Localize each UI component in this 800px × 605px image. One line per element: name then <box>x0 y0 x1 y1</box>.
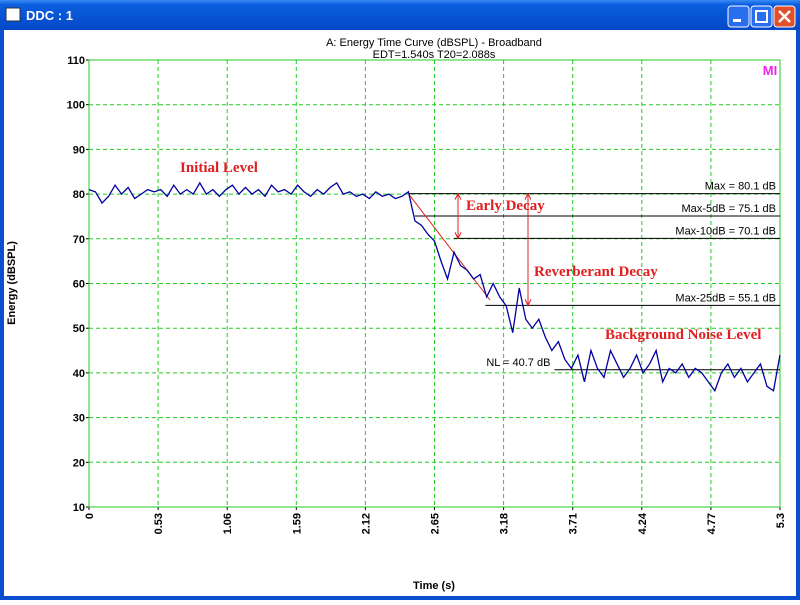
y-tick-label: 70 <box>73 234 85 246</box>
x-tick-label: 1.59 <box>291 513 303 534</box>
reference-label: Max-5dB = 75.1 dB <box>682 203 776 215</box>
minimize-icon <box>733 19 741 22</box>
maximize-icon <box>755 10 768 23</box>
y-tick-label: 60 <box>73 279 85 291</box>
maximize-button[interactable] <box>750 5 773 28</box>
annotation: Early Decay <box>466 198 545 214</box>
y-tick-label: 30 <box>73 413 85 425</box>
reference-label: NL = 40.7 dB <box>486 357 550 369</box>
plot-frame <box>88 59 781 508</box>
x-tick-label: 2.12 <box>360 513 372 534</box>
energy-line <box>88 181 781 393</box>
reference-label: Max = 80.1 dB <box>705 181 776 193</box>
x-tick-label: 4.77 <box>706 513 718 534</box>
minimize-button[interactable] <box>727 5 750 28</box>
close-icon <box>778 10 791 23</box>
client-area <box>4 30 796 596</box>
x-tick-label: 3.71 <box>568 513 580 534</box>
x-tick-label: 0 <box>84 513 96 519</box>
regression-line <box>408 193 491 301</box>
y-tick-label: 110 <box>67 55 85 67</box>
y-tick-label: 50 <box>73 323 85 335</box>
annotation: Reverberant Decay <box>534 264 658 280</box>
window-icon <box>5 7 21 22</box>
title-bar <box>0 0 800 30</box>
arrow-head <box>454 192 462 240</box>
y-tick-label: 80 <box>73 189 85 201</box>
x-axis-label: Time (s) <box>413 580 455 592</box>
y-tick-label: 100 <box>67 100 85 112</box>
window-title: DDC : 1 <box>26 8 73 23</box>
y-tick-label: 40 <box>73 368 85 380</box>
x-tick-label: 5.3 <box>775 513 787 528</box>
x-tick-label: 4.24 <box>637 512 649 534</box>
chart: A: Energy Time Curve (dBSPL) - Broadband… <box>6 37 787 592</box>
annotation: Initial Level <box>180 160 258 176</box>
chart-title: A: Energy Time Curve (dBSPL) - Broadband <box>326 37 542 49</box>
y-tick-label: 20 <box>73 457 85 469</box>
x-tick-label: 2.65 <box>430 513 442 534</box>
reference-label: Max-25dB = 55.1 dB <box>675 292 776 304</box>
x-tick-label: 3.18 <box>499 513 511 534</box>
reference-label: Max-10dB = 70.1 dB <box>675 225 776 237</box>
annotation: Background Noise Level <box>605 327 761 343</box>
x-tick-label: 0.53 <box>153 513 165 534</box>
y-tick-label: 90 <box>73 144 85 156</box>
x-tick-label: 1.06 <box>222 513 234 534</box>
arrow-head <box>524 192 532 307</box>
chart-subtitle: EDT=1.540s T20=2.088s <box>373 49 496 61</box>
logo: MI <box>763 63 777 78</box>
y-tick-label: 10 <box>73 502 85 514</box>
y-axis-label: Energy (dBSPL) <box>6 241 18 325</box>
